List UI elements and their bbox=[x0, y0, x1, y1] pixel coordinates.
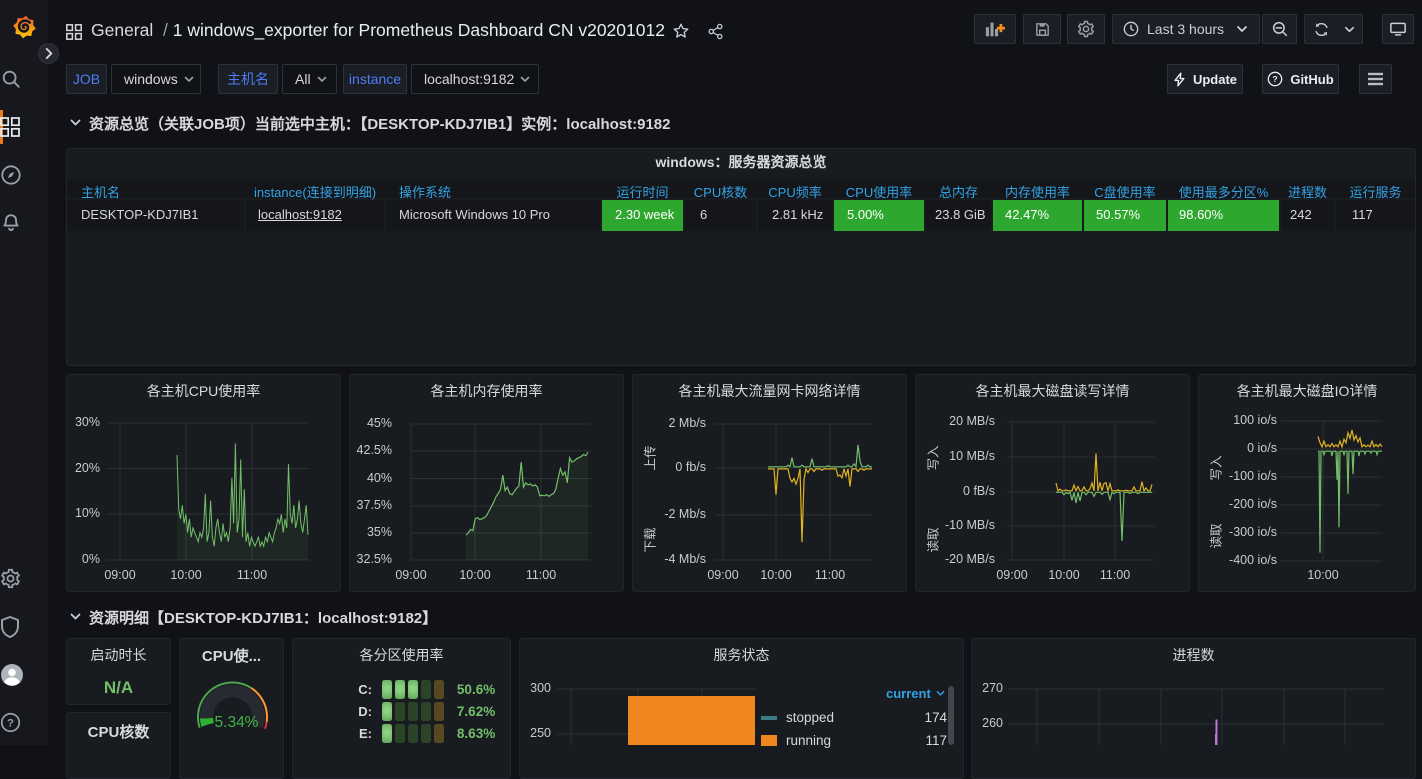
svg-text:?: ? bbox=[1273, 74, 1278, 84]
svg-text:?: ? bbox=[7, 717, 14, 729]
